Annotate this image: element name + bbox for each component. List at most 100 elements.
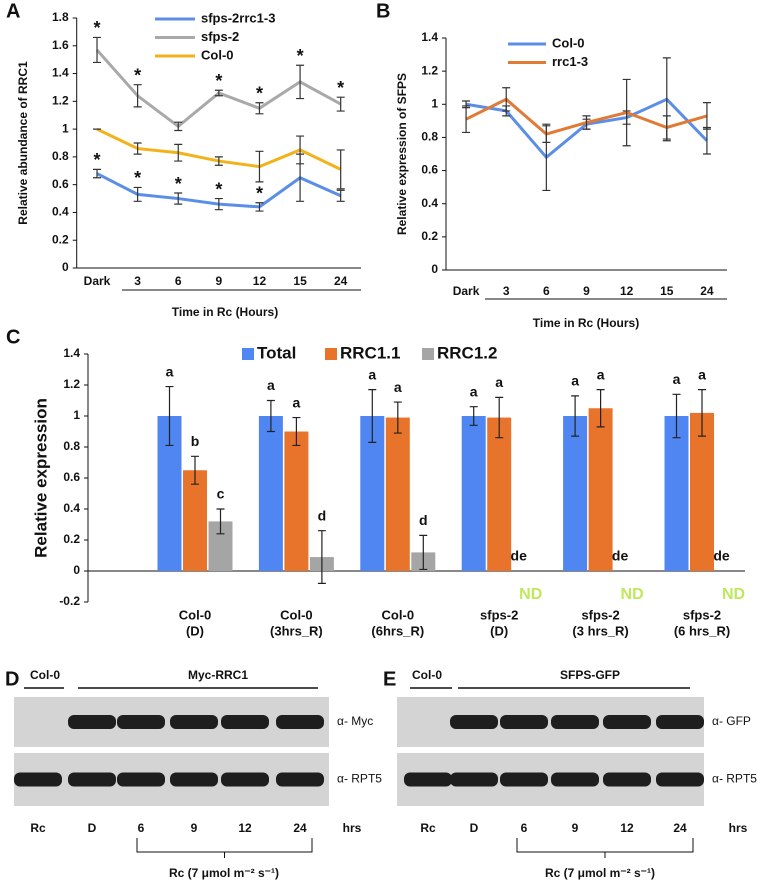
- legend-label: sfps-2: [201, 29, 239, 44]
- error-bar: [698, 389, 706, 437]
- blot-band: [500, 715, 548, 729]
- y-tick-label: 0.6: [421, 163, 438, 177]
- lane-label: 6: [138, 821, 145, 835]
- error-bar: [214, 197, 223, 211]
- error-bar: [542, 125, 551, 143]
- error-bar: [214, 89, 223, 97]
- y-axis-label: Relative expression: [31, 398, 50, 558]
- blot-band: [14, 772, 62, 787]
- blot-band: [551, 772, 599, 787]
- bar: [258, 416, 283, 571]
- antibody-label: α- Myc: [337, 714, 373, 728]
- treatment-label: Rc (7 μmol m⁻² s⁻¹): [545, 866, 655, 880]
- bar: [183, 470, 207, 571]
- error-bar: [133, 142, 142, 155]
- error-bar: [266, 399, 275, 433]
- lane-label: 12: [238, 821, 252, 835]
- x-tick-label: Dark: [453, 284, 480, 298]
- x-tick-label: Col-0: [280, 607, 313, 622]
- error-bar: [165, 385, 174, 447]
- significance-label: a: [571, 373, 579, 389]
- error-bar: [571, 395, 580, 437]
- significance-label: a: [368, 366, 376, 382]
- bar: [563, 416, 588, 571]
- error-bar: [174, 121, 183, 132]
- blot-band: [276, 715, 324, 729]
- x-tick-label: (3 hrs_R): [572, 623, 628, 638]
- y-tick-label: 1: [73, 408, 80, 422]
- significance-label: de: [713, 548, 730, 564]
- antibody-label: α- RPT5: [337, 772, 382, 786]
- error-bar: [495, 396, 504, 439]
- lane-label: 24: [673, 821, 687, 835]
- error-bar: [662, 115, 671, 140]
- y-tick-label: -0.2: [59, 594, 80, 608]
- error-bar: [255, 202, 264, 212]
- x-tick-label: 24: [700, 284, 714, 298]
- significance-label: a: [495, 374, 503, 390]
- y-tick-label: 0.2: [421, 229, 438, 243]
- y-tick-label: 0: [62, 260, 69, 274]
- lane-label: 9: [572, 821, 579, 835]
- significance-mark: *: [134, 168, 141, 188]
- significance-mark: *: [215, 179, 222, 199]
- error-bar: [191, 455, 199, 485]
- error-bar: [622, 78, 631, 147]
- x-tick-label: 24: [334, 274, 348, 288]
- significance-label: a: [267, 377, 275, 393]
- blot-band: [276, 772, 324, 787]
- x-tick-label: Col-0: [382, 607, 415, 622]
- value-label: ND: [722, 586, 745, 603]
- significance-label: d: [318, 507, 327, 523]
- x-tick-label: 3: [134, 274, 141, 288]
- unit-label: hrs: [729, 821, 748, 835]
- lane-label: D: [88, 821, 97, 835]
- legend-swatch: [242, 348, 254, 360]
- y-tick-label: 1.2: [63, 377, 80, 391]
- significance-label: c: [217, 486, 225, 502]
- y-tick-label: 0.4: [63, 501, 80, 515]
- x-tick-label: 12: [620, 284, 634, 298]
- error-bar: [462, 105, 471, 134]
- x-tick-label: 3: [503, 284, 510, 298]
- x-axis-label: Time in Rc (Hours): [533, 316, 639, 330]
- blot-membrane: [397, 697, 704, 747]
- significance-mark: *: [256, 183, 263, 203]
- error-bar: [702, 102, 711, 130]
- blot-band: [221, 772, 269, 787]
- error-bar: [133, 186, 142, 202]
- error-bar: [296, 135, 305, 165]
- significance-mark: *: [215, 71, 222, 91]
- y-tick-label: 0.4: [52, 205, 69, 219]
- significance-label: de: [612, 548, 629, 564]
- value-label: ND: [621, 586, 644, 603]
- significance-mark: *: [134, 65, 141, 85]
- significance-label: de: [511, 548, 528, 564]
- significance-label: a: [166, 363, 174, 379]
- x-tick-label: 9: [583, 284, 590, 298]
- lane-label: D: [470, 821, 479, 835]
- blot-band: [117, 772, 165, 787]
- blot-band: [603, 715, 651, 729]
- lane-label: Rc: [420, 821, 436, 835]
- significance-label: a: [470, 383, 478, 399]
- error-bar: [292, 416, 301, 447]
- legend-swatch: [422, 348, 434, 360]
- panel-label: A: [6, 0, 20, 22]
- blot-band: [450, 772, 498, 787]
- error-bar: [336, 189, 345, 202]
- significance-label: b: [191, 433, 200, 449]
- unit-label: hrs: [343, 821, 362, 835]
- bar: [690, 412, 714, 571]
- x-tick-label: (6hrs_R): [371, 623, 424, 638]
- lane-label: 9: [191, 821, 198, 835]
- x-tick-label: Col-0: [179, 607, 212, 622]
- x-tick-label: 6: [543, 284, 550, 298]
- blot-band: [68, 772, 116, 787]
- construct-label: Myc-RRC1: [188, 668, 248, 682]
- legend-label: rrc1-3: [552, 54, 588, 69]
- blot-band: [656, 715, 704, 729]
- significance-mark: *: [175, 174, 182, 194]
- significance-mark: *: [256, 83, 263, 103]
- x-tick-label: (D): [186, 623, 204, 638]
